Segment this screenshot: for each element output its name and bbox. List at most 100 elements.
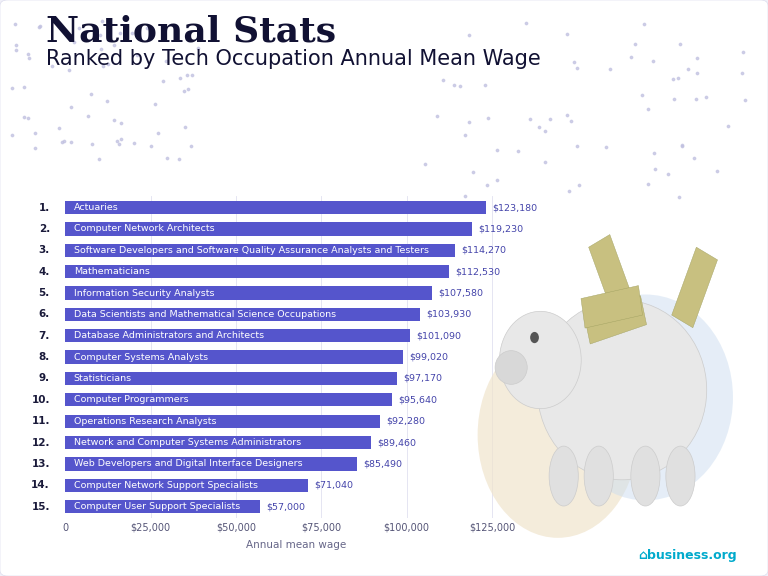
Ellipse shape <box>538 300 707 480</box>
Point <box>538 127 551 136</box>
Point <box>96 62 108 71</box>
Bar <box>65 286 432 300</box>
Point <box>736 69 748 78</box>
Bar <box>672 247 717 328</box>
Point <box>431 112 443 121</box>
Point <box>181 85 194 94</box>
Point <box>604 65 617 74</box>
Point <box>65 103 77 112</box>
Point <box>492 145 504 154</box>
Text: 9.: 9. <box>39 373 50 384</box>
Point <box>113 139 125 148</box>
Point <box>86 139 98 149</box>
Ellipse shape <box>478 332 638 538</box>
Bar <box>65 308 420 321</box>
Point <box>447 80 459 89</box>
Point <box>691 68 703 77</box>
Bar <box>65 457 357 471</box>
Point <box>128 139 141 148</box>
Point <box>524 115 536 124</box>
Point <box>437 75 449 84</box>
Text: $97,170: $97,170 <box>403 374 442 383</box>
Point <box>6 131 18 140</box>
Point <box>94 31 107 40</box>
Ellipse shape <box>495 351 527 384</box>
Text: $123,180: $123,180 <box>492 203 537 212</box>
Point <box>458 191 471 200</box>
Text: $112,530: $112,530 <box>455 267 501 276</box>
Point <box>192 44 204 53</box>
Point <box>114 28 126 37</box>
Text: Operations Research Analysts: Operations Research Analysts <box>74 416 217 426</box>
Text: Software Developers and Software Quality Assurance Analysts and Testers: Software Developers and Software Quality… <box>74 246 429 255</box>
Bar <box>65 351 403 363</box>
Point <box>96 17 108 26</box>
Point <box>647 56 659 65</box>
Text: $99,020: $99,020 <box>409 353 449 362</box>
Point <box>565 116 578 126</box>
Point <box>568 57 580 66</box>
Ellipse shape <box>558 294 733 501</box>
Text: 11.: 11. <box>31 416 50 426</box>
Bar <box>65 329 410 342</box>
Text: Network and Computer Systems Administrators: Network and Computer Systems Administrat… <box>74 438 301 447</box>
Text: $107,580: $107,580 <box>439 289 484 298</box>
Point <box>690 94 702 104</box>
Text: 7.: 7. <box>38 331 50 341</box>
Text: $89,460: $89,460 <box>377 438 415 447</box>
Point <box>18 112 30 121</box>
Point <box>173 154 185 164</box>
Point <box>676 141 688 150</box>
Point <box>73 24 85 33</box>
Text: $114,270: $114,270 <box>462 246 506 255</box>
Text: 6.: 6. <box>38 309 50 320</box>
Point <box>561 110 574 119</box>
Point <box>667 94 680 103</box>
Point <box>55 138 68 147</box>
Point <box>533 122 545 131</box>
Point <box>28 128 41 137</box>
Point <box>101 96 113 105</box>
Point <box>85 89 98 98</box>
Point <box>161 56 173 66</box>
Point <box>700 93 712 102</box>
Point <box>51 17 63 26</box>
Point <box>636 90 648 100</box>
Text: 15.: 15. <box>31 502 50 511</box>
Point <box>174 73 186 82</box>
Point <box>419 160 431 169</box>
Bar <box>65 222 472 236</box>
Point <box>674 39 687 48</box>
Point <box>667 74 679 84</box>
Point <box>177 86 190 96</box>
Point <box>53 124 65 133</box>
Text: Computer User Support Specialists: Computer User Support Specialists <box>74 502 240 511</box>
Point <box>95 45 108 54</box>
Text: Computer Network Support Specialists: Computer Network Support Specialists <box>74 481 258 490</box>
Text: Computer Systems Analysts: Computer Systems Analysts <box>74 353 208 362</box>
Point <box>545 114 557 123</box>
Point <box>141 23 154 32</box>
Point <box>467 167 479 176</box>
Point <box>649 164 661 173</box>
Point <box>462 31 475 40</box>
Bar <box>65 415 380 428</box>
Point <box>58 137 70 146</box>
Point <box>114 119 127 128</box>
Point <box>571 64 583 73</box>
Bar <box>65 265 449 278</box>
Point <box>561 29 573 39</box>
Point <box>81 111 94 120</box>
Point <box>126 28 138 37</box>
Text: Web Developers and Digital Interface Designers: Web Developers and Digital Interface Des… <box>74 460 303 468</box>
Point <box>22 54 35 63</box>
Text: $71,040: $71,040 <box>314 481 353 490</box>
Point <box>511 147 524 156</box>
Text: Information Security Analysts: Information Security Analysts <box>74 289 214 298</box>
Point <box>637 20 650 29</box>
Point <box>65 138 78 147</box>
Point <box>492 175 504 184</box>
Point <box>538 157 551 166</box>
Point <box>676 141 688 150</box>
Point <box>462 118 475 127</box>
